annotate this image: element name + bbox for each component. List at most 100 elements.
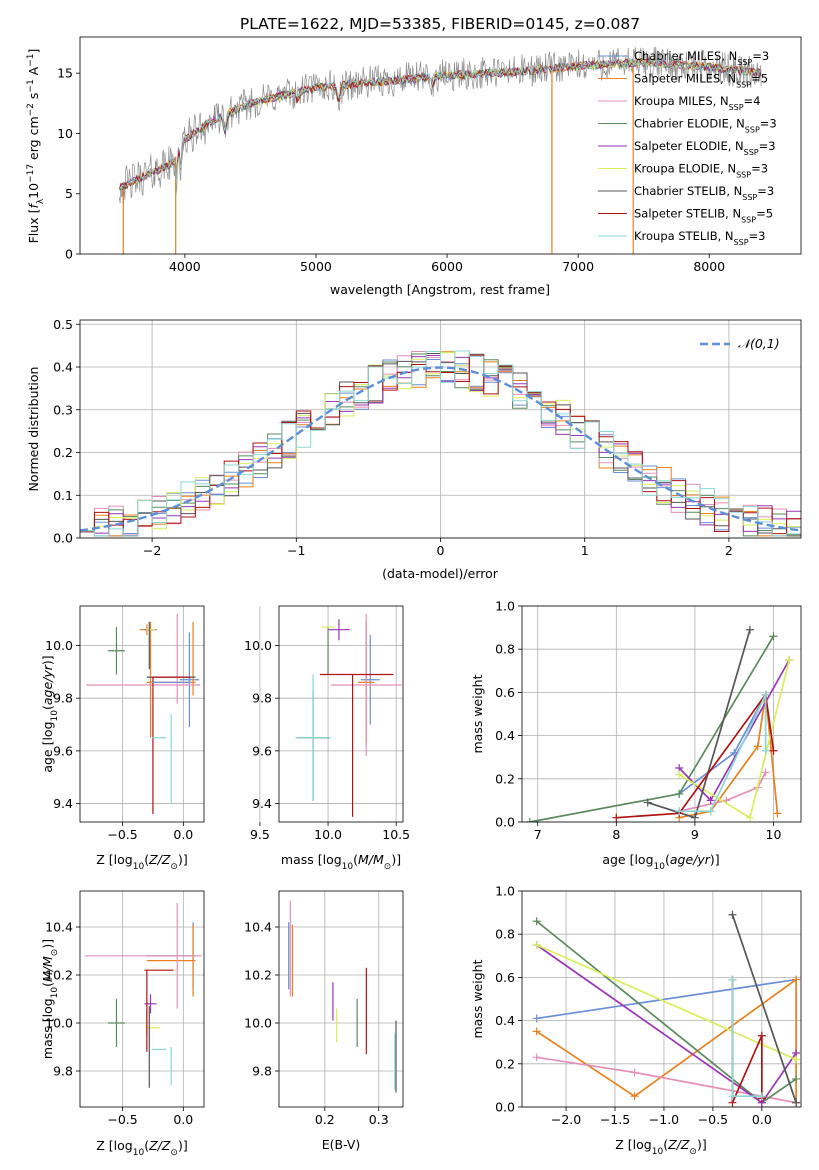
x-tick-label: −2: [143, 543, 161, 558]
axes-frame: [79, 319, 802, 539]
axes-frame: [79, 605, 205, 823]
y-tick-label: 9.8: [252, 1064, 272, 1079]
y-tick-label: 10.2: [45, 968, 73, 983]
weight-marker-kroupa_elodie: [675, 770, 684, 779]
axes: −2.0 −1.5 −1.0 −0.5 0.0 0.0 0.2 0.4 0.6 0.8 1.0 Z […: [470, 884, 802, 1157]
figure-title: PLATE=1622, MJD=53385, FIBERID=0145, z=0…: [240, 15, 640, 33]
label-part: Z [log: [615, 1137, 651, 1152]
weight-line-kroupa_stelib: [679, 694, 767, 813]
x-tick-label: −0.5: [698, 1112, 728, 1127]
label-part: ⊙: [689, 1147, 697, 1157]
x-tick-label: −1.5: [600, 1112, 630, 1127]
label-part: )]: [178, 852, 188, 867]
weight-marker-chabrier_stelib: [643, 798, 652, 807]
weight-line-salpeter_stelib: [616, 692, 775, 819]
label-part: Z [log: [96, 1138, 132, 1153]
weight-marker-salpeter_miles: [792, 975, 801, 984]
chart-mass_vs_Z: −0.5 0.09.810.010.210.4Z [log10(Z/Z⊙)]mas…: [40, 890, 205, 1158]
weight-marker-chabrier_miles: [532, 1014, 541, 1023]
legend-text: Salpeter MILES, N: [634, 72, 736, 86]
y-tick-label: 0.5: [53, 317, 73, 332]
label-part: M/M: [358, 852, 384, 867]
label-part: erg cm: [26, 116, 41, 164]
y-tick-label: 10.0: [45, 638, 73, 653]
weight-marker-chabrier_stelib: [728, 910, 737, 919]
label-part: age/yr: [670, 852, 711, 867]
weight-marker-chabrier_elodie: [792, 1074, 801, 1083]
model-line-kroupa_stelib: [119, 58, 762, 190]
y-tick-label: 10.0: [244, 1016, 272, 1031]
y-tick-label: 10.0: [244, 638, 272, 653]
x-tick-label: 2: [725, 543, 733, 558]
weight-line-chabrier_stelib: [647, 629, 751, 819]
label-part: (: [144, 1138, 149, 1153]
legend-value: =3: [757, 184, 774, 198]
legend-label: Salpeter ELODIE, NSSP=3: [634, 139, 776, 157]
legend-label: Chabrier STELIB, NSSP=3: [634, 184, 774, 202]
weight-line-chabrier_miles: [536, 978, 797, 1020]
label-part: )]: [710, 852, 720, 867]
weight-marker-kroupa_miles: [532, 1053, 541, 1062]
y-axis-label: age [log10(age/yr)]: [40, 655, 60, 772]
label-part: Z/Z: [148, 852, 171, 867]
weight-marker-kroupa_miles: [761, 768, 770, 777]
weight-marker-salpeter_stelib: [612, 813, 621, 822]
legend-label: Kroupa MILES, NSSP=4: [634, 94, 760, 112]
label-part: s: [26, 93, 41, 104]
y-tick-label: 9.8: [252, 691, 272, 706]
x-axis-label: Z [log10(Z/Z⊙)]: [96, 1138, 187, 1158]
x-tick-label: 10: [766, 827, 782, 842]
legend-value: =4: [744, 94, 761, 108]
legend-text: Chabrier MILES, N: [634, 49, 737, 63]
y-tick-label: 9.8: [53, 1064, 73, 1079]
x-tick-label: 0.2: [315, 1112, 335, 1127]
legend-label: Kroupa STELIB, NSSP=3: [634, 229, 765, 247]
axes-frame: [521, 890, 802, 1108]
y-tick-label: 0.3: [53, 402, 73, 417]
y-tick-label: 0.6: [495, 685, 515, 700]
normal-curve: [80, 366, 801, 532]
x-tick-label: −1.0: [649, 1112, 679, 1127]
x-tick-label: 8000: [693, 259, 725, 274]
weight-line-chabrier_stelib: [731, 914, 797, 1103]
label-part: Z/Z: [148, 1138, 171, 1153]
y-tick-label: 0.4: [53, 360, 73, 375]
legend-text: Chabrier ELODIE, N: [634, 117, 745, 131]
x-tick-label: 10.0: [314, 827, 342, 842]
weight-line-chabrier_elodie: [529, 635, 775, 822]
legend-label: Salpeter MILES, NSSP=5: [634, 72, 768, 90]
x-tick-label: 10.5: [382, 827, 410, 842]
data-layer: [86, 613, 201, 815]
x-axis-label: age [log10(age/yr)]: [602, 852, 719, 872]
legend-sub: SSP: [741, 215, 756, 224]
axes-frame: [79, 890, 205, 1108]
y-tick-label: 0.2: [495, 771, 515, 786]
legend-label: Chabrier ELODIE, NSSP=3: [634, 117, 777, 135]
weight-marker-kroupa_elodie: [745, 813, 754, 822]
x-tick-label: 0.0: [173, 1112, 193, 1127]
y-tick-label: 0.6: [495, 970, 515, 985]
chart-weight_vs_Z: −2.0 −1.5 −1.0 −0.5 0.0 0.0 0.2 0.4 0.6 0.8 1.0 Z […: [470, 884, 802, 1157]
y-tick-label: 0.0: [53, 531, 73, 546]
y-tick-label: 0.8: [495, 642, 515, 657]
label-part: (: [40, 705, 55, 710]
label-part: (: [40, 982, 55, 987]
legend-sub: SSP: [729, 103, 744, 112]
x-tick-label: 4000: [169, 259, 201, 274]
weight-marker-chabrier_stelib: [792, 1098, 801, 1107]
weight-marker-kroupa_stelib: [757, 1092, 766, 1101]
x-tick-label: 8: [612, 827, 620, 842]
x-axis-label: Z [log10(Z/Z⊙)]: [96, 852, 187, 872]
label-part: Z [log: [96, 852, 132, 867]
label-part: )]: [697, 1137, 707, 1152]
weight-marker-chabrier_elodie: [532, 917, 541, 926]
weight-marker-kroupa_miles: [630, 1068, 639, 1077]
y-tick-label: 9.8: [53, 691, 73, 706]
label-part: Flux [: [26, 209, 41, 244]
y-tick-label: 9.6: [53, 743, 73, 758]
axes: −2 −1 0 1 2 0.0 0.1 0.2 0.3 0.4 0.5 (data-model)/er…: [26, 317, 802, 581]
legend-sub: SSP: [734, 238, 749, 247]
weight-marker-kroupa_elodie: [792, 1055, 801, 1064]
